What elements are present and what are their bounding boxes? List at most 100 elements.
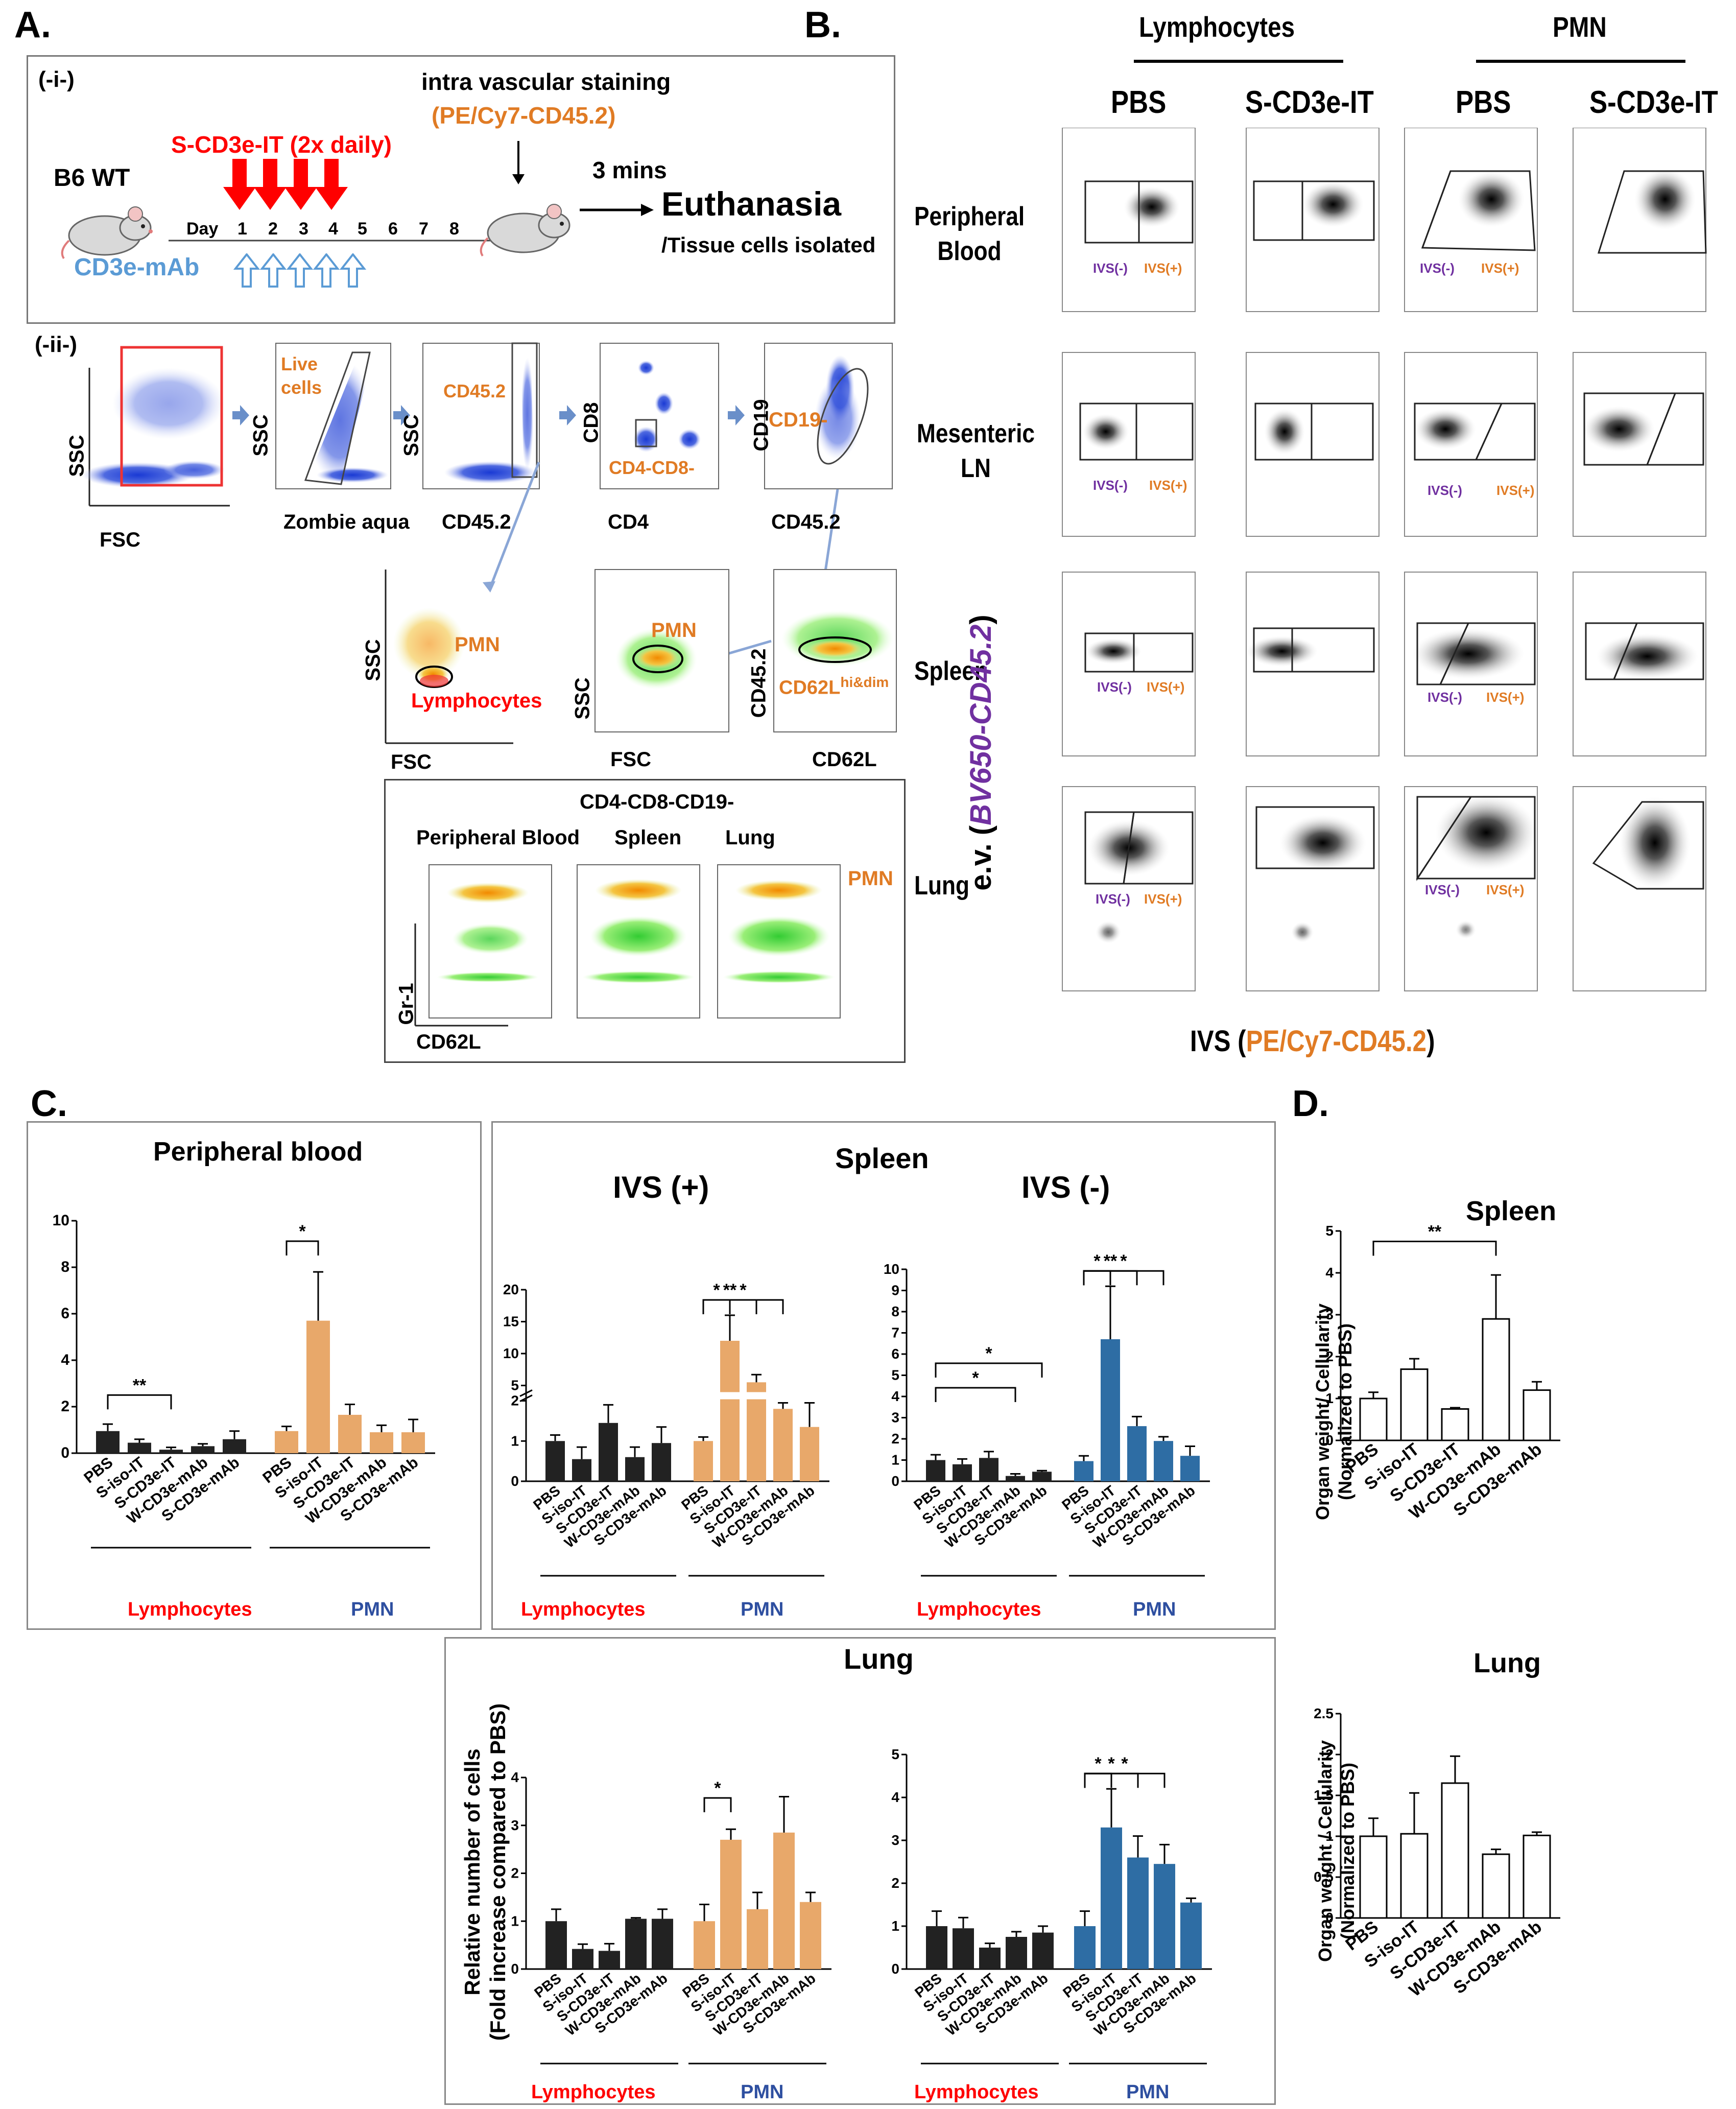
b-ivs-pos-r3c3: IVS(+) [1486,690,1525,705]
day-4: 4 [328,219,338,239]
bar [1441,1782,1469,1919]
bar [572,1459,591,1481]
y-tick-label: 8 [61,1259,69,1275]
bar [652,1443,671,1481]
y-tick-label: 0 [1325,1910,1334,1926]
b-group-lymph: Lymphocytes [1139,11,1295,43]
significance-label: ** [133,1376,147,1395]
significance-bracket [107,1394,172,1410]
y-tick-label: 3 [891,1832,899,1848]
y-tick-label: 2 [61,1398,69,1415]
g7-gate: PMN [651,619,697,642]
bar [953,1928,974,1969]
bar [401,1432,425,1453]
gr1-box: CD4-CD8-CD19- Peripheral Blood Spleen Lu… [384,779,906,1063]
bar [1482,1853,1510,1919]
y-tick-label: 3 [511,1817,519,1833]
c-ivsneg-group-pmn: PMN [1133,1599,1176,1620]
significance-bracket [1083,1270,1111,1286]
g6-gate-lymph: Lymphocytes [411,690,542,712]
gate-plot-6 [385,570,513,744]
g5-gate: CD19- [769,409,828,431]
bar [128,1442,151,1453]
bar [720,1839,742,1969]
panel-label-d: D. [1292,1083,1329,1124]
bar [1127,1857,1149,1969]
y-tick-label: 5 [511,1378,519,1393]
y-tick-label: 2.5 [1314,1705,1334,1721]
b-row-3: Spleen [914,656,988,686]
y-tick-label: 6 [61,1305,69,1322]
b-ivs-pos-r4c3: IVS(+) [1486,882,1525,897]
day-1: 1 [237,219,247,239]
bar [1482,1318,1510,1441]
significance-bracket [286,1240,319,1255]
gr1-plots [414,864,841,1027]
bar [926,1926,947,1969]
bar [275,1431,298,1453]
open-arrows [233,253,367,288]
b-row3-plots [1062,572,1706,756]
bar [800,1427,819,1481]
significance-label: * [1095,1754,1102,1773]
y-tick-label: 0 [891,1961,899,1977]
panel-label-c: C. [31,1083,67,1124]
y-tick-label: 5 [1325,1223,1334,1239]
y-tick-label: 20 [503,1282,519,1297]
b-row-4: Lung [914,871,970,901]
bar [1441,1408,1469,1441]
y-tick-label: 0 [511,1961,519,1977]
g2-x: Zombie aqua [283,511,410,533]
y-tick-label: 10 [503,1345,519,1361]
y-tick-label: 0.5 [1314,1869,1334,1885]
y-tick-label: 1 [891,1452,899,1468]
y-tick-label: 2 [1325,1348,1334,1364]
g3-gate: CD45.2 [443,381,506,401]
b-ivs-pos-r3c1: IVS(+) [1147,679,1185,695]
y-tick-label: 1 [1325,1828,1334,1844]
bar-break [746,1392,767,1400]
timeline-axis [169,240,501,242]
y-tick-label: 8 [891,1304,899,1319]
gate-plot-7 [594,569,729,732]
c-lungl-group-lymph: Lymphocytes [531,2081,656,2103]
bar-break [719,1392,741,1400]
g6-gate-pmn: PMN [455,633,500,656]
gr1-x: CD62L [416,1031,481,1053]
significance-label: ** [1104,1251,1117,1271]
bar [1400,1368,1429,1441]
bar [223,1439,246,1453]
y-tick-label: 1.5 [1314,1787,1334,1803]
day-3: 3 [299,219,308,239]
significance-label: * [1120,1251,1127,1271]
bar [694,1921,715,1969]
significance-bracket [935,1387,1016,1402]
y-tick-label: 1 [511,1433,519,1449]
significance-label: * [1108,1754,1115,1773]
day-7: 7 [419,219,429,239]
sub-label-i: (-i-) [38,67,75,92]
significance-label: * [972,1368,979,1388]
day-2: 2 [268,219,278,239]
g3-x: CD45.2 [442,511,511,533]
mouse-icon-2 [480,204,570,257]
b-ivs-neg-r1c3: IVS(-) [1420,260,1455,276]
bar [926,1460,945,1481]
y-tick-label: 4 [511,1769,519,1785]
bar [599,1951,620,1969]
ivs-reagent: (PE/Cy7-CD45.2) [432,102,616,129]
euthanasia-label: Euthanasia [661,185,842,223]
significance-label: * [1093,1251,1101,1271]
gr1-col-spleen: Spleen [614,826,682,849]
significance-bracket [1084,1772,1166,1788]
y-tick-label: 0 [61,1444,69,1461]
bar [599,1423,618,1481]
day-8: 8 [449,219,459,239]
b-ivs-neg-r1c1: IVS(-) [1093,260,1128,276]
day-6: 6 [388,219,398,239]
y-tick-label: 2 [891,1875,899,1891]
g1-x: FSC [100,529,140,551]
y-tick-label: 1 [891,1918,899,1934]
significance-label: * [714,1779,721,1798]
